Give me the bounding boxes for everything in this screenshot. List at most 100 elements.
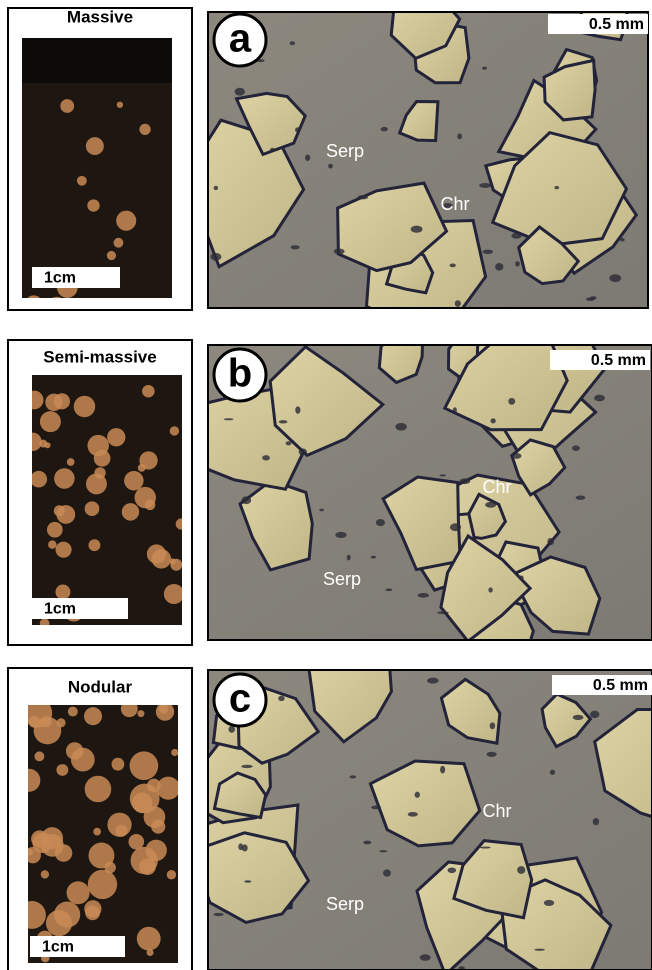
micro-scale: 0.5 mm [589, 16, 644, 33]
pit [289, 41, 296, 46]
pit [414, 791, 420, 798]
matrix-blotch [129, 783, 160, 814]
matrix-blotch [113, 237, 124, 248]
matrix-blotch [66, 458, 75, 466]
pit [439, 474, 447, 477]
pit [547, 537, 554, 546]
pit [295, 406, 301, 414]
pit [495, 262, 504, 271]
pit [543, 899, 555, 906]
matrix-blotch [88, 539, 101, 552]
matrix-blotch [171, 748, 178, 757]
photo-texture [32, 384, 182, 625]
pit [241, 496, 252, 505]
pit [298, 448, 308, 456]
matrix-blotch [85, 137, 104, 156]
panel-letter-circle [212, 672, 268, 728]
micro-scale-box [548, 14, 648, 34]
pit [375, 519, 385, 527]
matrix-blotch [85, 905, 101, 921]
pit [278, 420, 288, 424]
chromite-grain [542, 58, 597, 122]
sample-scale-box [32, 598, 128, 619]
matrix-blotch [151, 549, 172, 569]
matrix-blotch [55, 584, 71, 600]
pit [488, 587, 493, 593]
matrix-blotch [124, 470, 144, 491]
pit [357, 195, 369, 200]
matrix-blotch [169, 558, 176, 565]
pit [440, 765, 446, 774]
sample-scale-box [30, 936, 125, 957]
pit [549, 769, 556, 775]
chromite-grain [208, 831, 311, 924]
chromite-grain [238, 478, 314, 572]
matrix-blotch [129, 751, 159, 781]
matrix-blotch [56, 764, 69, 776]
chromite-grain [377, 345, 424, 385]
pit [517, 866, 526, 874]
pit [395, 422, 407, 431]
pit [213, 185, 219, 191]
sample-scale-box [32, 267, 120, 288]
pit [452, 407, 457, 414]
matrix-blotch [55, 541, 72, 558]
sample-title: Massive [67, 7, 133, 26]
matrix-blotch [88, 842, 115, 869]
matrix-blotch [39, 618, 50, 625]
chr-label: Chr [482, 801, 511, 821]
matrix-blotch [34, 751, 45, 762]
matrix-blotch [28, 768, 41, 792]
matrix-blotch [40, 716, 52, 728]
matrix-blotch [39, 411, 61, 433]
pit [592, 818, 600, 826]
chromite-grain [517, 225, 581, 286]
pit [319, 508, 325, 512]
chromite-grain [268, 345, 386, 458]
pit [410, 225, 423, 233]
pit [437, 611, 449, 615]
pit [241, 764, 253, 769]
pit [489, 722, 496, 730]
matrix-blotch [66, 881, 90, 905]
matrix-blotch [56, 505, 76, 524]
pit [482, 66, 488, 70]
matrix-blotch [120, 705, 138, 718]
chromite-grain [397, 99, 440, 143]
pit [346, 554, 351, 561]
matrix-blotch [54, 468, 75, 489]
matrix-blotch [84, 775, 112, 803]
matrix-blotch [85, 473, 107, 495]
matrix-blotch [40, 870, 50, 879]
pit [210, 252, 222, 261]
chromite-grain [510, 438, 567, 497]
matrix-blotch [52, 296, 62, 298]
chromite-grain [593, 707, 652, 819]
chromite-grain [307, 670, 393, 744]
pit [244, 880, 252, 883]
matrix-blotch [93, 449, 111, 467]
pit [213, 912, 224, 917]
pit [335, 531, 347, 538]
matrix-blotch [139, 451, 158, 470]
pit [508, 397, 516, 405]
pit [459, 478, 471, 485]
chromite-grain [389, 12, 462, 61]
pit [589, 296, 597, 300]
matrix-blotch [56, 718, 66, 728]
pit [379, 850, 388, 853]
matrix-blotch [128, 833, 145, 850]
matrix-blotch [32, 470, 48, 488]
chromite-grain [234, 91, 307, 157]
grains [208, 345, 607, 640]
matrix-blotch [142, 384, 155, 398]
matrix-blotch [54, 844, 73, 862]
matrix-blotch [116, 210, 137, 231]
pit [454, 300, 461, 307]
chromite-grain [336, 181, 449, 273]
pit [380, 126, 388, 132]
matrix-blotch [48, 540, 57, 549]
matrix-blotch [130, 846, 158, 875]
matrix-blotch [116, 101, 124, 108]
